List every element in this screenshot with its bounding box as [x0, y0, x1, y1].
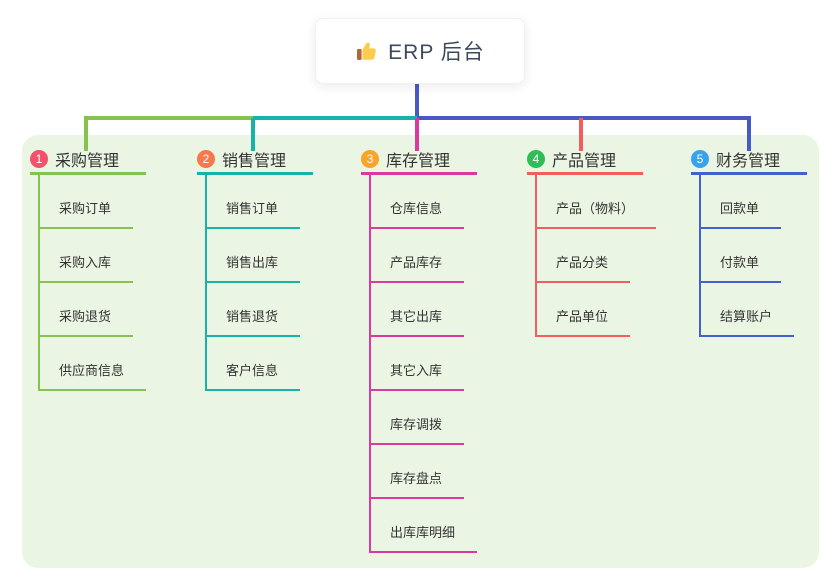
number-badge-5: 5	[691, 149, 709, 168]
branch-finance-children: 回款单 付款单 结算账户	[699, 175, 807, 337]
connector-drop-purchase	[84, 116, 88, 151]
child-label: 产品分类	[537, 252, 631, 283]
child-node[interactable]: 库存调拨	[371, 391, 477, 445]
child-label: 出库库明细	[371, 522, 478, 553]
branch-purchase: 1 采购管理 采购订单 采购入库 采购退货 供应商信息	[30, 148, 147, 391]
child-node[interactable]: 付款单	[701, 229, 807, 283]
branch-sales-children: 销售订单 销售出库 销售退货 客户信息	[205, 175, 313, 391]
child-label: 采购入库	[40, 252, 134, 283]
child-label: 采购订单	[40, 198, 134, 229]
child-node[interactable]: 销售出库	[207, 229, 313, 283]
child-label: 客户信息	[207, 360, 301, 391]
branch-title-label: 产品管理	[552, 152, 617, 170]
child-node[interactable]: 其它出库	[371, 283, 477, 337]
child-node[interactable]: 采购入库	[40, 229, 146, 283]
child-label: 供应商信息	[40, 360, 147, 391]
branch-product-children: 产品（物料） 产品分类 产品单位	[535, 175, 657, 337]
branch-inventory: 3 库存管理 仓库信息 产品库存 其它出库 其它入库 库存调拨 库存盘点 出库库…	[361, 148, 478, 553]
child-node[interactable]: 回款单	[701, 175, 807, 229]
branch-inventory-title[interactable]: 3 库存管理	[361, 148, 477, 175]
connector-horizontal-green	[84, 116, 255, 120]
child-node[interactable]: 销售退货	[207, 283, 313, 337]
child-label: 其它出库	[371, 306, 465, 337]
connector-horizontal-teal	[253, 116, 417, 120]
branch-title-label: 采购管理	[55, 152, 120, 170]
branch-title-label: 财务管理	[716, 152, 781, 170]
child-label: 结算账户	[701, 306, 795, 337]
child-label: 回款单	[701, 198, 782, 229]
child-node[interactable]: 采购退货	[40, 283, 146, 337]
child-label: 销售订单	[207, 198, 301, 229]
branch-purchase-title[interactable]: 1 采购管理	[30, 148, 146, 175]
branch-product-title[interactable]: 4 产品管理	[527, 148, 643, 175]
child-node[interactable]: 仓库信息	[371, 175, 477, 229]
branch-sales-title[interactable]: 2 销售管理	[197, 148, 313, 175]
number-badge-1: 1	[30, 149, 48, 168]
root-connector-line	[415, 84, 419, 120]
branch-product: 4 产品管理 产品（物料） 产品分类 产品单位	[527, 148, 657, 337]
child-label: 产品（物料）	[537, 198, 657, 229]
branch-title-label: 库存管理	[386, 152, 451, 170]
connector-drop-finance	[747, 116, 751, 151]
child-label: 付款单	[701, 252, 782, 283]
child-node[interactable]: 客户信息	[207, 337, 313, 391]
child-node[interactable]: 产品分类	[537, 229, 643, 283]
root-label: ERP 后台	[388, 41, 485, 64]
connector-drop-inventory	[415, 118, 419, 151]
connector-horizontal-blue	[417, 116, 751, 120]
connector-drop-sales	[251, 118, 255, 151]
child-node[interactable]: 供应商信息	[40, 337, 147, 391]
child-label: 产品单位	[537, 306, 631, 337]
child-node[interactable]: 产品单位	[537, 283, 643, 337]
root-node[interactable]: ERP 后台	[315, 18, 525, 84]
child-node[interactable]: 结算账户	[701, 283, 807, 337]
branch-inventory-children: 仓库信息 产品库存 其它出库 其它入库 库存调拨 库存盘点 出库库明细	[369, 175, 478, 553]
number-badge-3: 3	[361, 149, 379, 168]
branch-finance-title[interactable]: 5 财务管理	[691, 148, 807, 175]
child-label: 仓库信息	[371, 198, 465, 229]
child-node[interactable]: 产品（物料）	[537, 175, 657, 229]
branch-finance: 5 财务管理 回款单 付款单 结算账户	[691, 148, 807, 337]
child-node[interactable]: 采购订单	[40, 175, 146, 229]
child-label: 销售退货	[207, 306, 301, 337]
child-node[interactable]: 产品库存	[371, 229, 477, 283]
child-label: 库存调拨	[371, 414, 465, 445]
number-badge-4: 4	[527, 149, 545, 168]
child-node[interactable]: 销售订单	[207, 175, 313, 229]
number-badge-2: 2	[197, 149, 215, 168]
mindmap-background-panel	[22, 135, 819, 568]
child-label: 产品库存	[371, 252, 465, 283]
connector-drop-product	[579, 118, 583, 151]
branch-title-label: 销售管理	[222, 152, 287, 170]
child-node[interactable]: 其它入库	[371, 337, 477, 391]
thumbs-up-icon	[355, 39, 379, 63]
child-label: 采购退货	[40, 306, 134, 337]
branch-sales: 2 销售管理 销售订单 销售出库 销售退货 客户信息	[197, 148, 313, 391]
child-node[interactable]: 出库库明细	[371, 499, 478, 553]
child-label: 其它入库	[371, 360, 465, 391]
child-node[interactable]: 库存盘点	[371, 445, 477, 499]
child-label: 库存盘点	[371, 468, 465, 499]
child-label: 销售出库	[207, 252, 301, 283]
branch-purchase-children: 采购订单 采购入库 采购退货 供应商信息	[38, 175, 147, 391]
